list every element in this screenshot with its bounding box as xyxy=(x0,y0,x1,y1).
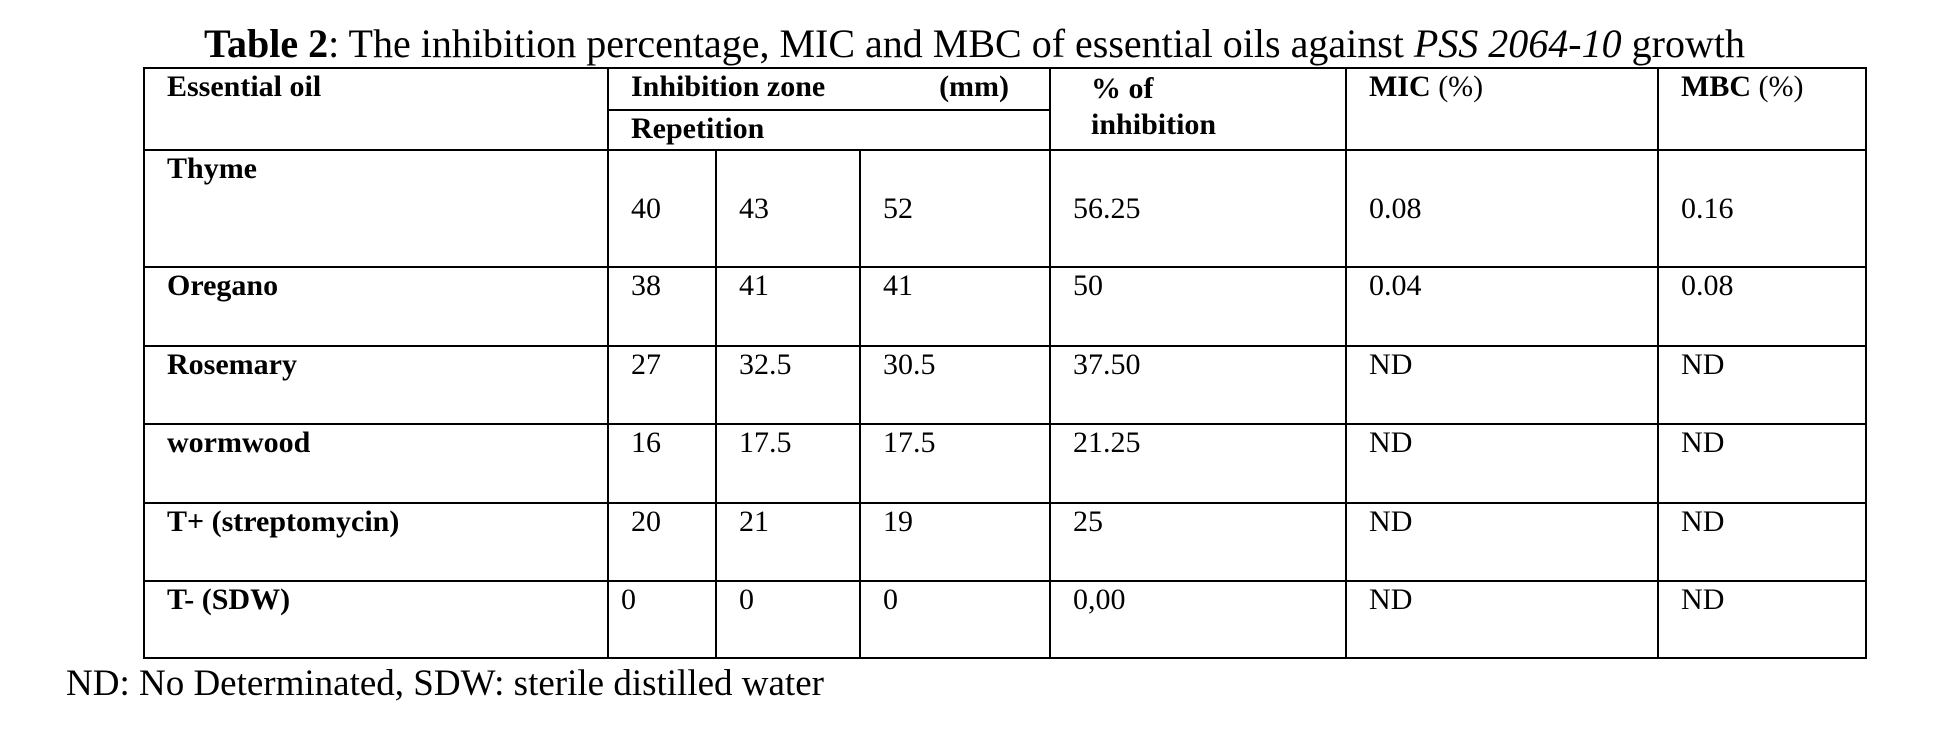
caption-strain: PSS 2064-10 xyxy=(1413,21,1622,66)
pct-inhibition: 0,00 xyxy=(1049,580,1348,659)
results-table: Essential oil Inhibition zone (mm) % of in… xyxy=(143,67,1868,659)
repetition-2: 17.5 xyxy=(715,423,861,504)
pct-inhibition: 50 xyxy=(1049,266,1348,347)
mbc-value: ND xyxy=(1657,423,1868,504)
pct-line-2: inhibition xyxy=(1091,108,1217,141)
pct-inhibition: 56.25 xyxy=(1049,149,1348,268)
oil-name: T+ (streptomycin) xyxy=(143,502,609,582)
repetition-2: 41 xyxy=(715,266,861,347)
header-row-1: Essential oil Inhibition zone (mm) % of in… xyxy=(143,67,1868,151)
header-repetition: Repetition xyxy=(606,109,1052,151)
caption-text: : The inhibition percentage, MIC and MBC… xyxy=(328,21,1414,66)
repetition-1: 40 xyxy=(607,149,717,268)
table-row: T- (SDW) 0 0 0 0,00 ND ND xyxy=(143,580,1868,659)
mic-value: ND xyxy=(1345,580,1660,659)
mbc-value: ND xyxy=(1657,502,1868,582)
header-row-2: Repetition xyxy=(144,109,1866,151)
oil-name: Thyme xyxy=(143,149,609,268)
repetition-2: 43 xyxy=(715,149,861,268)
repetition-1: 20 xyxy=(607,502,717,582)
repetition-2: 21 xyxy=(715,502,861,582)
table-row: Rosemary 27 32.5 30.5 37.50 ND ND xyxy=(143,345,1868,425)
mbc-label: MBC xyxy=(1681,70,1752,103)
mic-value: ND xyxy=(1345,502,1660,582)
mic-value: 0.04 xyxy=(1345,266,1660,347)
mbc-value: 0.08 xyxy=(1657,266,1868,347)
header-mbc: MBC (%) xyxy=(1657,67,1868,151)
mbc-value: ND xyxy=(1657,580,1868,659)
repetition-1: 0 xyxy=(607,580,717,659)
caption-text-end: growth xyxy=(1621,21,1745,66)
pct-inhibition: 37.50 xyxy=(1049,345,1348,425)
inhibition-zone-unit: (mm) xyxy=(939,70,1010,103)
mbc-value: ND xyxy=(1657,345,1868,425)
mic-label: MIC xyxy=(1369,70,1431,103)
repetition-3: 52 xyxy=(858,149,1052,268)
mic-unit: (%) xyxy=(1430,70,1484,103)
table-row: wormwood 16 17.5 17.5 21.25 ND ND xyxy=(143,423,1868,504)
oil-name: T- (SDW) xyxy=(143,580,609,659)
repetition-1: 16 xyxy=(607,423,717,504)
oil-name: Rosemary xyxy=(143,345,609,425)
pct-line-1: % of xyxy=(1091,72,1154,105)
oil-name: Oregano xyxy=(143,266,609,347)
pct-inhibition: 25 xyxy=(1049,502,1348,582)
repetition-2: 32.5 xyxy=(715,345,861,425)
repetition-1: 38 xyxy=(607,266,717,347)
repetition-3: 19 xyxy=(858,502,1052,582)
repetition-3: 30.5 xyxy=(858,345,1052,425)
mbc-unit: (%) xyxy=(1751,70,1804,103)
repetition-2: 0 xyxy=(715,580,861,659)
header-mic: MIC (%) xyxy=(1345,67,1660,151)
header-essential-oil: Essential oil xyxy=(143,67,609,151)
table-row: Oregano 38 41 41 50 0.04 0.08 xyxy=(143,266,1868,347)
header-pct-inhibition: % of inhibition xyxy=(1049,67,1348,151)
table-caption: Table 2: The inhibition percentage, MIC … xyxy=(204,18,1824,70)
mic-value: ND xyxy=(1345,345,1660,425)
mic-value: 0.08 xyxy=(1345,149,1660,268)
table-footnote: ND: No Determinated, SDW: sterile distil… xyxy=(66,663,824,704)
table-row: T+ (streptomycin) 20 21 19 25 ND ND xyxy=(143,502,1868,582)
repetition-3: 41 xyxy=(858,266,1052,347)
mbc-value: 0.16 xyxy=(1657,149,1868,268)
caption-label: Table 2 xyxy=(204,21,329,66)
pct-inhibition: 21.25 xyxy=(1049,423,1348,504)
mic-value: ND xyxy=(1345,423,1660,504)
table-row: Thyme 40 43 52 56.25 0.08 0.16 xyxy=(143,149,1868,268)
inhibition-zone-label: Inhibition zone xyxy=(631,70,826,103)
oil-name: wormwood xyxy=(143,423,609,504)
repetition-3: 0 xyxy=(858,580,1052,659)
repetition-1: 27 xyxy=(607,345,717,425)
repetition-3: 17.5 xyxy=(858,423,1052,504)
header-inhibition-zone: Inhibition zone (mm) xyxy=(606,67,1052,111)
